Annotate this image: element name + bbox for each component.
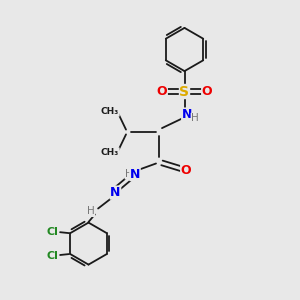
Text: H: H: [191, 113, 199, 123]
Text: O: O: [202, 85, 212, 98]
Text: H: H: [87, 206, 94, 217]
Text: N: N: [110, 186, 121, 199]
Text: O: O: [181, 164, 191, 178]
Text: O: O: [157, 85, 167, 98]
Text: N: N: [130, 167, 140, 181]
Text: H: H: [125, 169, 133, 179]
Text: Cl: Cl: [46, 250, 58, 261]
Text: S: S: [179, 85, 190, 98]
Text: N: N: [182, 108, 192, 121]
Text: Cl: Cl: [46, 226, 58, 237]
Text: CH₃: CH₃: [101, 107, 119, 116]
Text: CH₃: CH₃: [101, 148, 119, 157]
